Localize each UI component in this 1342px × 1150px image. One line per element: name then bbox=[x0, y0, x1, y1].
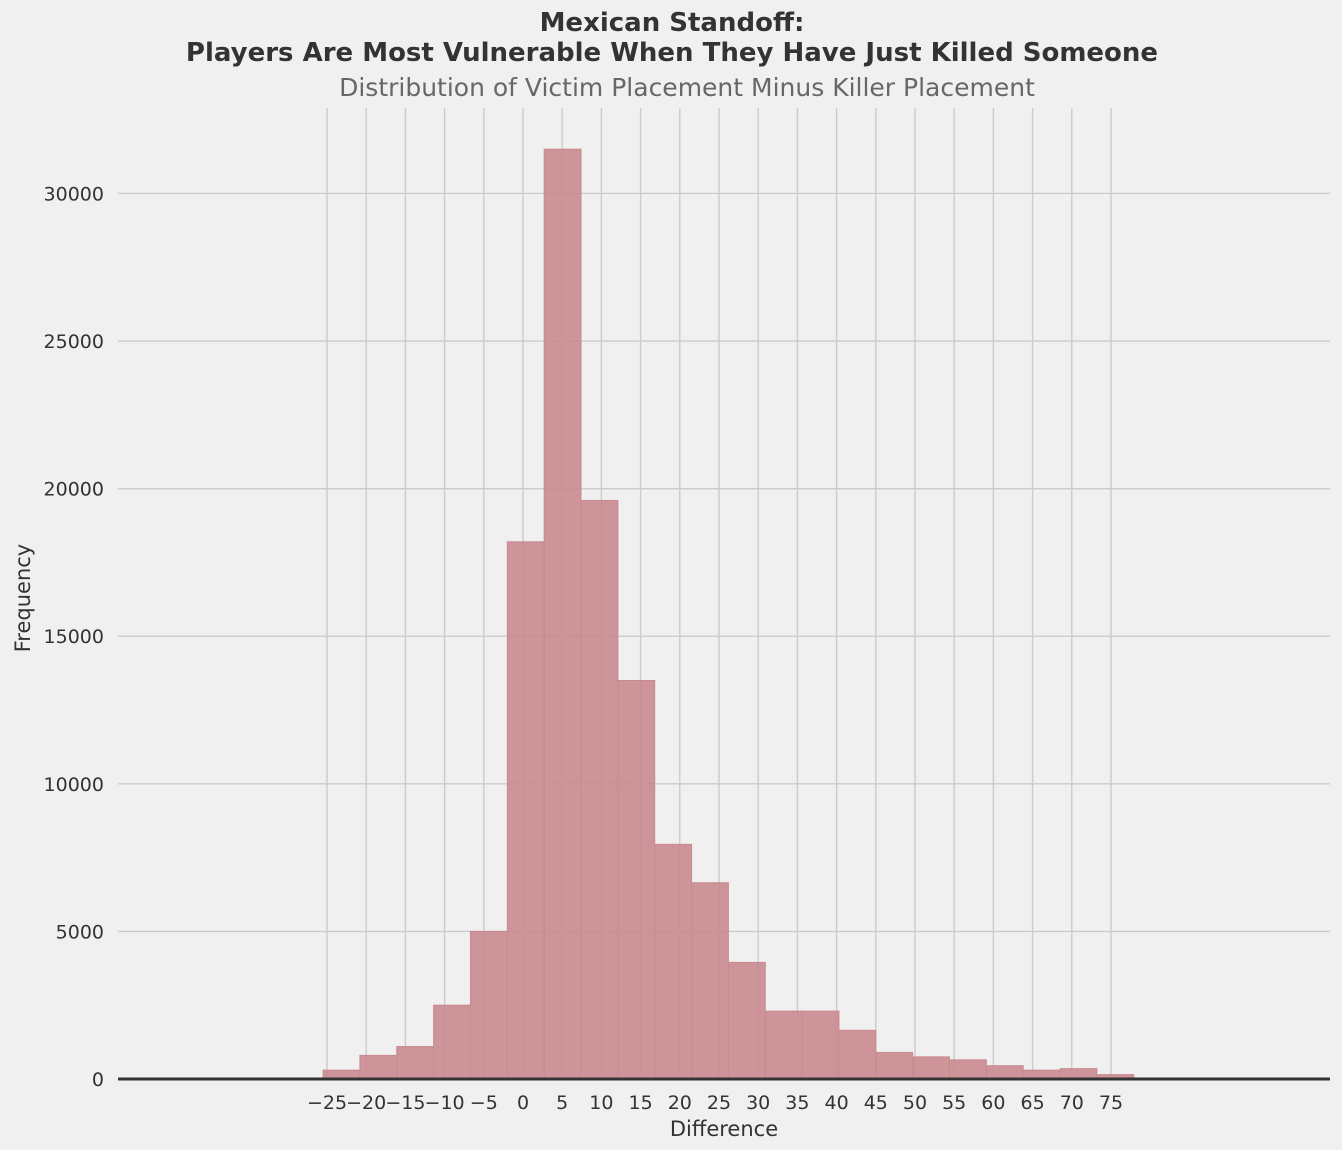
histogram-bar bbox=[838, 1029, 877, 1080]
x-tick-label: 0 bbox=[517, 1092, 529, 1114]
y-tick-label: 5000 bbox=[56, 921, 104, 943]
x-tick-label: 25 bbox=[707, 1092, 731, 1114]
y-tick-label: 30000 bbox=[44, 183, 104, 205]
histogram-bar bbox=[801, 1010, 840, 1080]
histogram-bar bbox=[580, 499, 619, 1080]
histogram-bar bbox=[691, 882, 729, 1080]
y-tick-label: 25000 bbox=[44, 331, 104, 353]
histogram-bar bbox=[617, 680, 656, 1080]
x-tick-label: 60 bbox=[981, 1092, 1005, 1114]
x-tick-label: −25 bbox=[307, 1092, 347, 1114]
histogram-bar bbox=[396, 1046, 435, 1080]
x-tick-label: 10 bbox=[589, 1092, 613, 1114]
x-axis-ticks: −25 −20 −15 −10 −5 0 5 10 15 20 25 30 35 40 45 50 55 60 65… bbox=[307, 1092, 1123, 1114]
chart-title-line1: Mexican Standoff: bbox=[540, 8, 805, 38]
x-tick-label: −5 bbox=[470, 1092, 498, 1114]
histogram-bar bbox=[764, 1010, 803, 1080]
x-tick-label: 70 bbox=[1060, 1092, 1084, 1114]
histogram-bars bbox=[322, 148, 1135, 1080]
x-axis-label: Difference bbox=[670, 1117, 778, 1141]
x-tick-label: 75 bbox=[1099, 1092, 1123, 1114]
y-axis-label: Frequency bbox=[11, 544, 35, 653]
histogram-bar bbox=[875, 1051, 914, 1080]
x-tick-label: 30 bbox=[746, 1092, 770, 1114]
y-axis-ticks: 0 5000 10000 15000 20000 25000 30000 bbox=[44, 183, 104, 1091]
histogram-bar bbox=[433, 1004, 471, 1080]
x-tick-label: 55 bbox=[942, 1092, 966, 1114]
histogram-bar bbox=[654, 843, 693, 1080]
histogram-bar bbox=[985, 1065, 1024, 1080]
histogram-bar bbox=[727, 961, 766, 1080]
y-tick-label: 10000 bbox=[44, 774, 104, 796]
x-tick-label: 15 bbox=[629, 1092, 653, 1114]
y-tick-label: 15000 bbox=[44, 626, 104, 648]
x-tick-label: 5 bbox=[556, 1092, 568, 1114]
x-tick-label: 65 bbox=[1021, 1092, 1045, 1114]
histogram-bar bbox=[912, 1056, 950, 1080]
x-tick-label: −10 bbox=[425, 1092, 465, 1114]
x-tick-label: 20 bbox=[668, 1092, 692, 1114]
histogram-bar bbox=[359, 1054, 398, 1080]
y-tick-label: 0 bbox=[92, 1069, 104, 1091]
histogram-bar bbox=[506, 541, 545, 1080]
x-tick-label: 45 bbox=[864, 1092, 888, 1114]
chart-subtitle: Distribution of Victim Placement Minus K… bbox=[339, 73, 1035, 102]
histogram-bar bbox=[469, 930, 508, 1080]
x-tick-label: 50 bbox=[903, 1092, 927, 1114]
histogram-bar bbox=[1059, 1068, 1098, 1080]
histogram-bar bbox=[543, 148, 582, 1080]
histogram-bar bbox=[948, 1059, 987, 1080]
chart-title-line2: Players Are Most Vulnerable When They Ha… bbox=[186, 38, 1158, 68]
x-tick-label: 35 bbox=[785, 1092, 809, 1114]
x-tick-label: −15 bbox=[385, 1092, 425, 1114]
y-tick-label: 20000 bbox=[44, 479, 104, 501]
x-tick-label: 40 bbox=[825, 1092, 849, 1114]
x-tick-label: −20 bbox=[346, 1092, 386, 1114]
